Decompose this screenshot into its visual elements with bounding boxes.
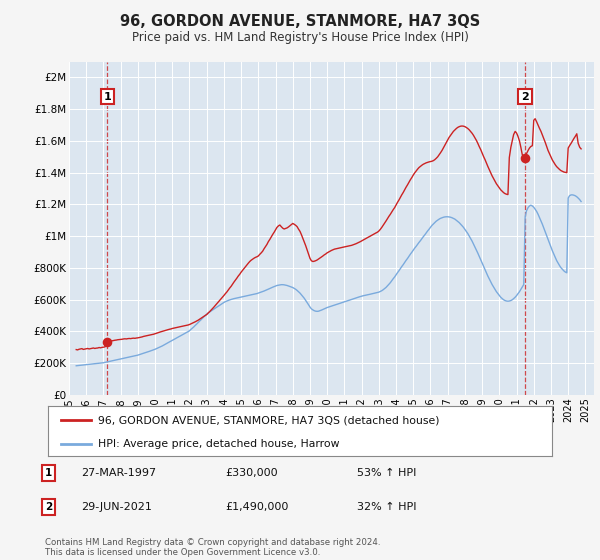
Point: [520, 154, 530, 163]
Text: 53% ↑ HPI: 53% ↑ HPI: [357, 468, 416, 478]
Text: Contains HM Land Registry data © Crown copyright and database right 2024.
This d: Contains HM Land Registry data © Crown c…: [45, 538, 380, 557]
Text: Price paid vs. HM Land Registry's House Price Index (HPI): Price paid vs. HM Land Registry's House …: [131, 31, 469, 44]
Text: 32% ↑ HPI: 32% ↑ HPI: [357, 502, 416, 512]
Text: 2: 2: [521, 92, 529, 101]
Text: 27-MAR-1997: 27-MAR-1997: [81, 468, 156, 478]
Text: 96, GORDON AVENUE, STANMORE, HA7 3QS (detached house): 96, GORDON AVENUE, STANMORE, HA7 3QS (de…: [98, 415, 440, 425]
Point: [103, 338, 112, 347]
Text: £1,490,000: £1,490,000: [225, 502, 289, 512]
Text: 29-JUN-2021: 29-JUN-2021: [81, 502, 152, 512]
Text: 2: 2: [45, 502, 52, 512]
Text: 1: 1: [45, 468, 52, 478]
Text: 1: 1: [104, 92, 111, 101]
Text: £330,000: £330,000: [225, 468, 278, 478]
Text: 96, GORDON AVENUE, STANMORE, HA7 3QS: 96, GORDON AVENUE, STANMORE, HA7 3QS: [120, 14, 480, 29]
Text: HPI: Average price, detached house, Harrow: HPI: Average price, detached house, Harr…: [98, 439, 340, 449]
